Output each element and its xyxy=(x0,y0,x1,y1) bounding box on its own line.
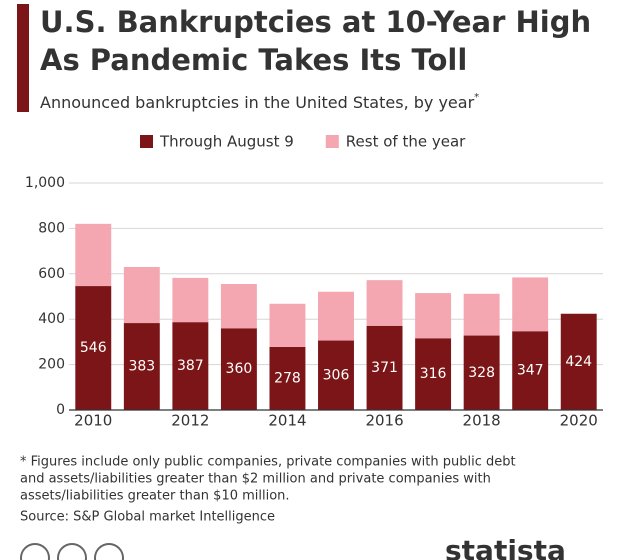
data-label: 387 xyxy=(177,358,204,374)
y-tick-label: 400 xyxy=(38,311,65,327)
title-accent xyxy=(17,4,29,112)
y-tick-label: 1,000 xyxy=(25,175,65,191)
legend-label: Through August 9 xyxy=(159,133,294,151)
bar-segment xyxy=(220,328,257,410)
x-tick-label: 2012 xyxy=(171,412,209,430)
data-label: 360 xyxy=(226,361,253,377)
data-label: 371 xyxy=(371,360,398,376)
x-tick-label: 2018 xyxy=(463,412,501,430)
legend-label: Rest of the year xyxy=(346,133,466,151)
footnote: * Figures include only public companies,… xyxy=(20,455,516,470)
bar-segment xyxy=(366,280,403,326)
subtitle-mark: * xyxy=(474,92,479,103)
bar-segment xyxy=(463,335,500,410)
bar-segment xyxy=(512,277,549,332)
bar-segment xyxy=(463,293,500,336)
bar-segment xyxy=(560,313,597,410)
footnote: assets/liabilities greater than $10 mill… xyxy=(20,489,290,504)
x-tick-label: 2016 xyxy=(365,412,403,430)
legend-swatch xyxy=(325,135,339,148)
bar-segment xyxy=(366,325,403,410)
x-tick-label: 2010 xyxy=(74,412,112,430)
bar-segment xyxy=(172,322,209,410)
chart-title: As Pandemic Takes Its Toll xyxy=(40,43,467,77)
legend-swatch xyxy=(140,135,153,148)
data-label: 546 xyxy=(80,340,107,356)
x-tick-label: 2020 xyxy=(560,412,598,430)
x-tick-label: 2014 xyxy=(268,412,306,430)
bar-segment xyxy=(123,323,160,410)
subtitle-text: Announced bankruptcies in the United Sta… xyxy=(40,93,475,112)
data-label: 347 xyxy=(517,363,544,379)
y-tick-label: 800 xyxy=(38,220,65,236)
chart-title: U.S. Bankruptcies at 10-Year High xyxy=(40,5,591,39)
bar-segment xyxy=(75,286,112,410)
license-icons xyxy=(20,543,124,560)
chart-subtitle: Announced bankruptcies in the United Sta… xyxy=(40,92,479,112)
bar-segment xyxy=(512,331,549,410)
data-label: 424 xyxy=(565,354,592,370)
bar-segment xyxy=(415,293,452,339)
bar-segment xyxy=(318,340,354,410)
bar-segment xyxy=(123,266,160,324)
bar-segment xyxy=(172,277,209,323)
data-label: 316 xyxy=(420,366,447,382)
data-label: 328 xyxy=(468,365,495,381)
bar-segment xyxy=(318,291,354,341)
bar-segment xyxy=(220,284,257,329)
y-tick-label: 200 xyxy=(38,357,65,373)
y-tick-label: 0 xyxy=(56,402,65,418)
footnote: and assets/liabilities greater than $2 m… xyxy=(20,472,491,487)
bar-segment xyxy=(415,338,452,410)
data-label: 278 xyxy=(274,370,301,386)
source: Source: S&P Global market Intelligence xyxy=(20,510,275,525)
bar-segment xyxy=(269,346,306,410)
y-tick-label: 600 xyxy=(38,266,65,282)
data-label: 383 xyxy=(128,359,155,375)
data-label: 306 xyxy=(323,367,350,383)
bar-segment xyxy=(269,303,306,347)
bar-segment xyxy=(75,223,112,287)
brand: statista xyxy=(445,534,566,560)
